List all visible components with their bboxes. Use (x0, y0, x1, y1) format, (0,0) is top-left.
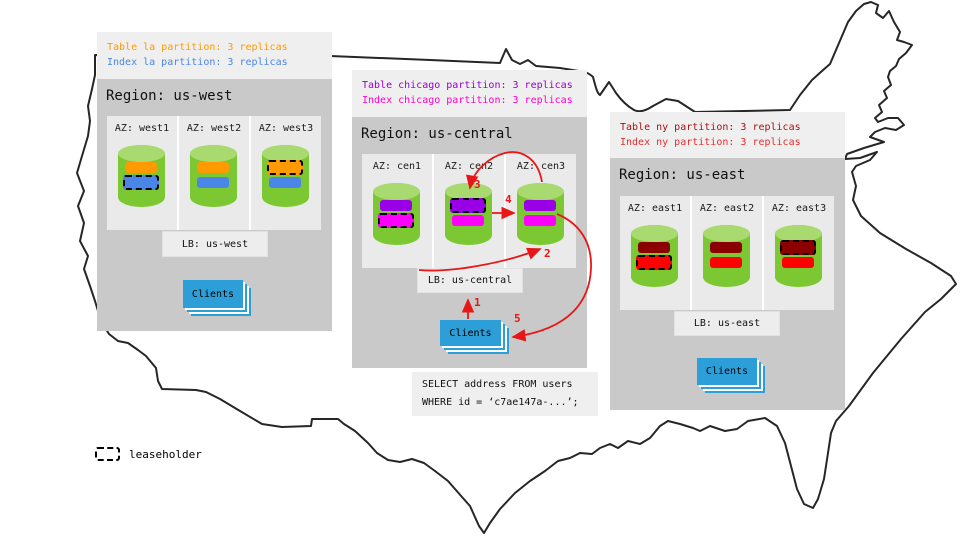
replica-bar-index (710, 257, 742, 268)
replica-bar-table (710, 242, 742, 253)
callout-us-east-index-line: Index ny partition: 3 replicas (620, 137, 801, 148)
az-cen3-label: AZ: cen3 (516, 161, 566, 172)
legend: leaseholder (95, 447, 202, 461)
sql-query-box: SELECT address FROM users WHERE id = ‘c7… (412, 372, 598, 416)
az-panel-us-west: AZ: west1 AZ: west2 AZ: west3 (107, 116, 321, 230)
replica-bar-index (123, 175, 159, 190)
replica-bar-table (267, 160, 303, 175)
callout-us-west-index-line: Index la partition: 3 replicas (107, 57, 288, 68)
az-east3: AZ: east3 (764, 196, 834, 310)
az-west2: AZ: west2 (179, 116, 249, 230)
clients-us-west: Clients (183, 280, 243, 308)
az-west2-label: AZ: west2 (186, 123, 242, 134)
clients-us-east: Clients (697, 358, 757, 385)
replica-bar-table (380, 200, 412, 211)
az-cen1-label: AZ: cen1 (372, 161, 422, 172)
region-title-us-west: Region: us-west (106, 88, 233, 104)
database-cylinder-icon (445, 183, 492, 245)
region-box-us-west: Region: us-west AZ: west1 AZ: west2 AZ: … (97, 79, 332, 331)
callout-us-central-table-line: Table chicago partition: 3 replicas (362, 80, 573, 91)
replica-bar-index (269, 177, 301, 188)
sql-query-line2: WHERE id = ‘c7ae147a-...’; (422, 397, 579, 408)
az-cen3: AZ: cen3 (506, 154, 576, 268)
az-cen2-label: AZ: cen2 (444, 161, 494, 172)
database-cylinder-icon (517, 183, 564, 245)
database-cylinder-icon (703, 225, 750, 287)
replica-bar-index (524, 215, 556, 226)
callout-us-central: Table chicago partition: 3 replicas Inde… (352, 70, 587, 117)
clients-us-central: Clients (440, 320, 501, 346)
replica-bar-index (452, 215, 484, 226)
database-cylinder-icon (190, 145, 237, 207)
az-panel-us-east: AZ: east1 AZ: east2 AZ: east3 (620, 196, 834, 310)
flow-step-label-2: 2 (544, 247, 551, 260)
callout-us-east: Table ny partition: 3 replicas Index ny … (610, 112, 845, 158)
az-west3-label: AZ: west3 (258, 123, 314, 134)
az-east1-label: AZ: east1 (627, 203, 683, 214)
database-cylinder-icon (118, 145, 165, 207)
flow-step-label-5: 5 (514, 312, 521, 325)
replica-bar-index (378, 213, 414, 228)
az-east2-label: AZ: east2 (699, 203, 755, 214)
az-west1: AZ: west1 (107, 116, 177, 230)
az-east2: AZ: east2 (692, 196, 762, 310)
region-title-us-east: Region: us-east (619, 167, 746, 183)
az-east1: AZ: east1 (620, 196, 690, 310)
region-title-us-central: Region: us-central (361, 126, 513, 142)
region-box-us-central: Region: us-central AZ: cen1 AZ: cen2 AZ:… (352, 117, 587, 368)
replica-bar-index (636, 255, 672, 270)
flow-step-label-1: 1 (474, 296, 481, 309)
legend-label: leaseholder (129, 447, 202, 461)
leaseholder-swatch-icon (95, 447, 120, 461)
callout-us-west-table-line: Table la partition: 3 replicas (107, 42, 288, 53)
load-balancer-us-west: LB: us-west (162, 231, 268, 257)
database-cylinder-icon (631, 225, 678, 287)
az-west1-label: AZ: west1 (114, 123, 170, 134)
replica-bar-index (782, 257, 814, 268)
database-cylinder-icon (775, 225, 822, 287)
sql-query-line1: SELECT address FROM users (422, 379, 573, 390)
az-cen1: AZ: cen1 (362, 154, 432, 268)
replica-bar-table (125, 162, 157, 173)
replica-bar-table (450, 198, 486, 213)
replica-bar-table (638, 242, 670, 253)
load-balancer-us-east: LB: us-east (674, 311, 780, 336)
callout-us-central-index-line: Index chicago partition: 3 replicas (362, 95, 573, 106)
replica-bar-table (780, 240, 816, 255)
az-cen2: AZ: cen2 (434, 154, 504, 268)
flow-step-label-3: 3 (474, 178, 481, 191)
callout-us-east-table-line: Table ny partition: 3 replicas (620, 122, 801, 133)
replica-bar-table (524, 200, 556, 211)
load-balancer-us-central: LB: us-central (417, 268, 523, 293)
replica-bar-index (197, 177, 229, 188)
database-cylinder-icon (373, 183, 420, 245)
az-east3-label: AZ: east3 (771, 203, 827, 214)
az-west3: AZ: west3 (251, 116, 321, 230)
flow-step-label-4: 4 (505, 193, 512, 206)
region-box-us-east: Region: us-east AZ: east1 AZ: east2 AZ: … (610, 158, 845, 410)
callout-us-west: Table la partition: 3 replicas Index la … (97, 32, 332, 79)
database-cylinder-icon (262, 145, 309, 207)
replica-bar-table (197, 162, 229, 173)
